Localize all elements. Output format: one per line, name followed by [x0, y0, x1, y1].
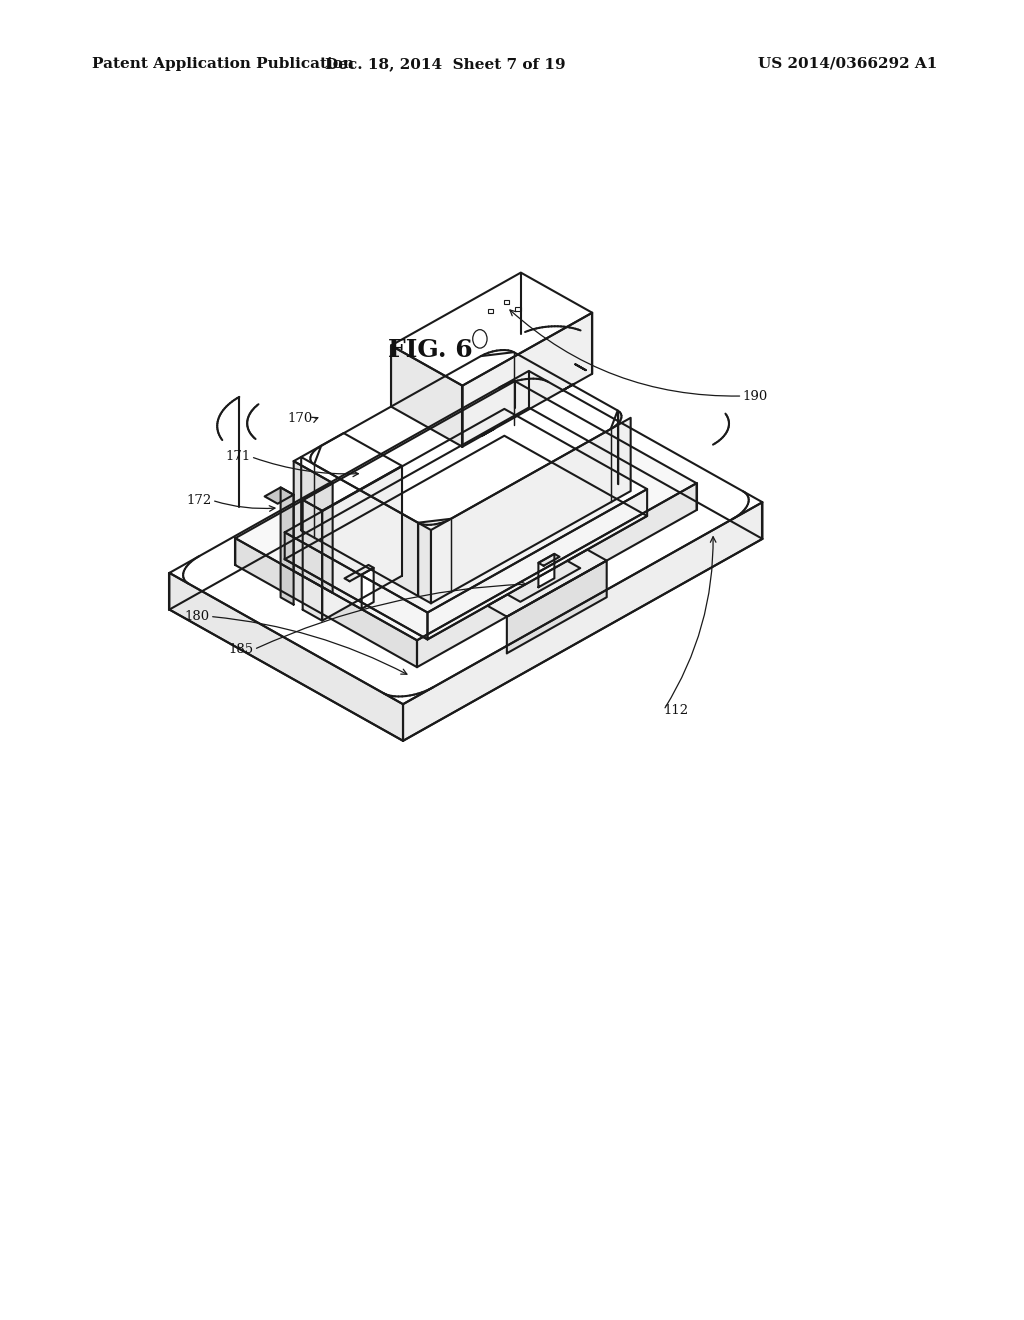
- Polygon shape: [482, 429, 495, 436]
- Text: 171: 171: [225, 450, 251, 463]
- Bar: [504, 300, 509, 304]
- Text: 185: 185: [228, 643, 254, 656]
- Polygon shape: [427, 490, 647, 639]
- Text: 190: 190: [742, 389, 768, 403]
- Bar: [515, 306, 520, 310]
- Polygon shape: [236, 381, 696, 640]
- Polygon shape: [294, 433, 402, 511]
- Polygon shape: [487, 549, 606, 616]
- Text: Dec. 18, 2014  Sheet 7 of 19: Dec. 18, 2014 Sheet 7 of 19: [326, 57, 565, 71]
- Polygon shape: [391, 273, 592, 385]
- Polygon shape: [575, 364, 586, 370]
- Polygon shape: [314, 352, 617, 523]
- Polygon shape: [417, 483, 696, 667]
- Polygon shape: [264, 487, 294, 504]
- Polygon shape: [303, 500, 323, 620]
- Polygon shape: [285, 532, 427, 639]
- Polygon shape: [323, 466, 402, 620]
- Text: 112: 112: [664, 704, 689, 717]
- Polygon shape: [361, 568, 374, 609]
- Polygon shape: [169, 371, 763, 704]
- Text: 170: 170: [287, 412, 312, 425]
- Polygon shape: [431, 418, 631, 603]
- Polygon shape: [539, 554, 554, 587]
- Polygon shape: [463, 313, 592, 446]
- Polygon shape: [301, 457, 431, 603]
- Polygon shape: [539, 554, 559, 566]
- Polygon shape: [281, 487, 294, 605]
- Polygon shape: [344, 565, 374, 581]
- Text: US 2014/0366292 A1: US 2014/0366292 A1: [758, 57, 937, 71]
- Polygon shape: [507, 561, 606, 653]
- Polygon shape: [285, 436, 647, 639]
- Text: FIG. 6: FIG. 6: [388, 338, 472, 362]
- Polygon shape: [236, 539, 417, 667]
- Text: Patent Application Publication: Patent Application Publication: [92, 57, 354, 71]
- Bar: [487, 309, 493, 313]
- Text: 172: 172: [186, 494, 212, 507]
- Polygon shape: [562, 384, 574, 391]
- Text: 180: 180: [184, 610, 210, 623]
- Polygon shape: [169, 573, 403, 741]
- Polygon shape: [391, 346, 463, 446]
- Polygon shape: [285, 409, 647, 612]
- Polygon shape: [294, 461, 333, 593]
- Polygon shape: [403, 502, 763, 741]
